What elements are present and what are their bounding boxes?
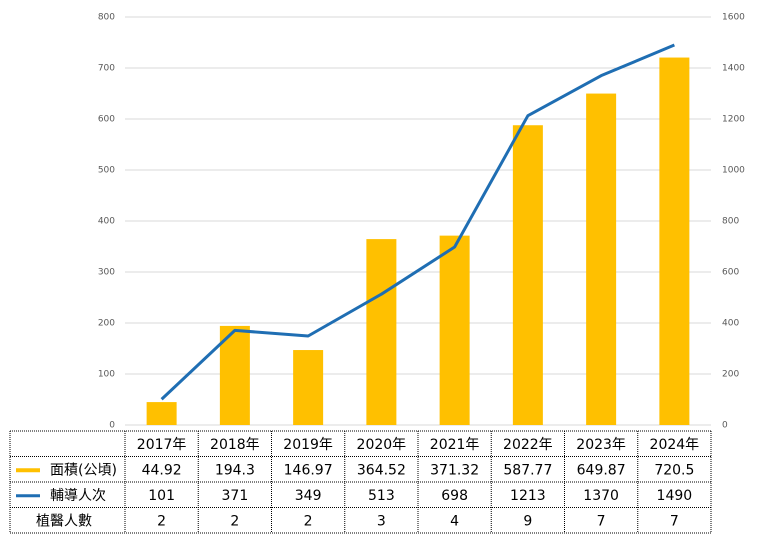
table-cell: 587.77 [503,462,552,478]
y2-tick-label: 0 [722,421,728,431]
table-cell: 101 [148,488,175,504]
legend-label: 輔導人次 [50,488,106,504]
table-cell: 1370 [583,488,619,504]
bar [146,402,177,425]
table-cell: 371.32 [430,462,479,478]
x-tick-label: 2021年 [430,437,480,453]
bar [366,239,397,425]
table-cell: 1490 [657,488,693,504]
y-tick-label: 0 [109,421,115,431]
legend-label: 植醫人數 [36,513,92,529]
table-cell: 2 [157,513,166,529]
table-cell: 698 [441,488,468,504]
bar [293,350,324,425]
table-cell: 364.52 [357,462,406,478]
table-cell: 720.5 [654,462,694,478]
line-series [160,43,675,401]
table-cell: 44.92 [142,462,182,478]
y2-tick-label: 400 [722,319,739,329]
y-tick-label: 700 [98,64,115,74]
x-tick-label: 2017年 [137,437,187,453]
x-tick-label: 2018年 [210,437,260,453]
y2-tick-label: 1000 [722,166,745,176]
table-cell: 194.3 [215,462,255,478]
table-cell: 2 [304,513,313,529]
x-tick-label: 2024年 [650,437,700,453]
y2-tick-label: 1200 [722,115,745,125]
x-tick-label: 2019年 [283,437,333,453]
table-cell: 9 [523,513,532,529]
bar [512,125,543,425]
table-cell: 3 [377,513,386,529]
y2-tick-label: 1400 [722,64,745,74]
table-cell: 371 [222,488,249,504]
table-cell: 649.87 [577,462,626,478]
table-cell: 4 [450,513,459,529]
bar [439,235,470,425]
table-cell: 349 [295,488,322,504]
y2-tick-label: 1600 [722,13,745,23]
table-cell: 1213 [510,488,546,504]
y2-tick-label: 200 [722,370,739,380]
y2-tick-label: 800 [722,217,739,227]
table-cell: 146.97 [284,462,333,478]
y-tick-label: 400 [98,217,115,227]
table-cell: 7 [597,513,606,529]
x-tick-label: 2020年 [357,437,407,453]
bar [586,93,617,426]
legend-label: 面積(公頃) [50,462,117,478]
table-cell: 7 [670,513,679,529]
bar [659,57,690,426]
y2-tick-label: 600 [722,268,739,278]
table-cell: 513 [368,488,395,504]
x-tick-label: 2022年 [503,437,553,453]
table-cell: 2 [230,513,239,529]
y-tick-label: 600 [98,115,115,125]
y-tick-label: 800 [98,13,115,23]
y-tick-label: 500 [98,166,115,176]
y-tick-label: 300 [98,268,115,278]
y-tick-label: 200 [98,319,115,329]
y-tick-label: 100 [98,370,115,380]
x-tick-label: 2023年 [576,437,626,453]
bar [219,325,250,425]
